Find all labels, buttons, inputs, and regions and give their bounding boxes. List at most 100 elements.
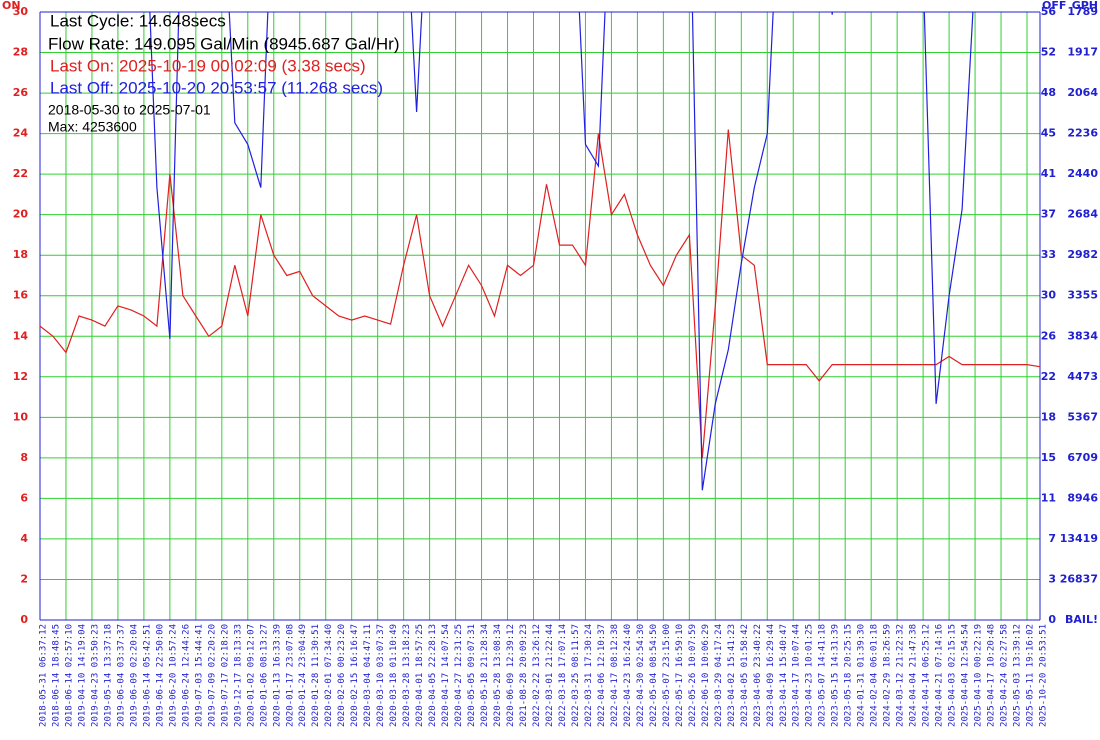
x-tick-label: 2022-03-01 21:22:44 (545, 624, 555, 727)
x-tick-label: 2024-04-04 21:47:38 (909, 624, 919, 727)
x-tick-label: 2023-03-29 04:17:24 (714, 624, 724, 727)
annotation: Last On: 2025-10-19 00:02:09 (3.38 secs) (50, 56, 366, 75)
y2-tick-label: 18 (1041, 410, 1056, 423)
y2-tick-label: 48 (1041, 86, 1056, 99)
y2-tick-label: 52 (1041, 46, 1056, 59)
x-tick-label: 2020-01-13 16:33:39 (272, 624, 282, 727)
x-tick-label: 2023-05-07 14:41:18 (818, 624, 828, 727)
y-tick-label: 22 (13, 167, 28, 180)
plot-area (40, 12, 1040, 491)
x-tick-label: 2020-04-27 12:31:25 (454, 624, 464, 727)
y3-tick-label: 3834 (1067, 329, 1098, 342)
y-tick-label: 8 (20, 451, 28, 464)
y3-tick-label: 2684 (1067, 208, 1098, 221)
x-tick-label: 2019-06-14 05:42:51 (142, 624, 152, 727)
y-tick-label: 30 (13, 5, 29, 18)
x-tick-label: 2020-02-06 00:23:20 (337, 624, 347, 727)
x-tick-label: 2024-04-14 06:25:12 (922, 624, 932, 727)
y2-tick-label: 26 (1041, 329, 1057, 342)
x-tick-label: 2022-03-31 17:30:24 (584, 624, 594, 727)
x-tick-label: 2024-01-31 01:39:30 (857, 624, 867, 727)
y3-axis-label: GPH (1072, 0, 1098, 12)
x-tick-label: 2019-07-03 15:44:41 (194, 624, 204, 727)
y3-tick-label: 6709 (1067, 451, 1098, 464)
x-tick-label: 2023-04-23 10:01:25 (805, 624, 815, 727)
x-tick-label: 2020-01-24 23:04:49 (298, 624, 308, 727)
y3-tick-label: 3355 (1067, 289, 1098, 302)
x-tick-label: 2023-04-14 15:40:47 (779, 624, 789, 727)
x-tick-label: 2020-02-15 16:16:47 (350, 624, 360, 727)
x-tick-label: 2022-05-07 23:15:00 (662, 624, 672, 727)
x-tick-label: 2025-05-11 19:16:02 (1026, 624, 1036, 727)
y-tick-label: 6 (20, 491, 28, 504)
y-tick-label: 10 (13, 410, 29, 423)
y-tick-label: 14 (13, 329, 29, 342)
x-tick-label: 2022-03-25 08:11:57 (571, 624, 581, 727)
x-tick-label: 2020-06-09 12:39:12 (506, 624, 516, 727)
x-tick-label: 2020-03-10 03:07:37 (376, 624, 386, 727)
x-tick-label: 2019-04-10 14:19:04 (77, 624, 87, 727)
y2-tick-label: 37 (1041, 208, 1056, 221)
x-tick-label: 2020-01-06 08:13:27 (259, 624, 269, 727)
y3-tick-label: 2440 (1067, 167, 1098, 180)
x-tick-label: 2019-07-09 02:20:20 (207, 624, 217, 727)
x-tick-label: 2019-06-04 03:37:37 (116, 624, 126, 727)
y2-tick-label: 11 (1041, 491, 1056, 504)
y-tick-label: 12 (13, 370, 28, 383)
x-tick-label: 2022-06-10 10:06:29 (701, 624, 711, 727)
y3-tick-label: BAIL! (1065, 613, 1098, 626)
x-tick-label: 2020-04-01 18:57:25 (415, 624, 425, 727)
x-tick-label: 2018-05-31 06:37:12 (39, 624, 49, 727)
x-tick-label: 2020-05-28 13:08:34 (493, 624, 503, 727)
y2-tick-label: 3 (1048, 572, 1056, 585)
y3-tick-label: 1789 (1067, 5, 1098, 18)
x-tick-label: 2020-02-01 07:34:40 (324, 624, 334, 727)
x-tick-label: 2020-01-17 23:07:08 (285, 624, 295, 727)
annotation: Flow Rate: 149.095 Gal/Min (8945.687 Gal… (48, 34, 400, 53)
x-tick-label: 2018-06-14 02:57:10 (64, 624, 74, 727)
x-tick-label: 2023-05-15 14:31:39 (831, 624, 841, 727)
y2-tick-label: 22 (1041, 370, 1056, 383)
y2-tick-label: 56 (1041, 5, 1057, 18)
y2-tick-label: 0 (1048, 613, 1056, 626)
y3-tick-label: 2064 (1067, 86, 1098, 99)
x-tick-label: 2022-04-06 12:10:37 (597, 624, 607, 727)
x-tick-label: 2025-04-17 10:20:48 (987, 624, 997, 727)
x-tick-label: 2023-04-05 01:58:42 (740, 624, 750, 727)
x-tick-label: 2020-03-18 01:10:49 (389, 624, 399, 727)
x-tick-label: 2020-04-05 22:28:13 (428, 624, 438, 727)
x-tick-label: 2023-05-18 20:25:15 (844, 624, 854, 727)
y2-tick-label: 41 (1041, 167, 1056, 180)
x-tick-label: 2024-04-21 07:14:16 (935, 624, 945, 727)
x-tick-label: 2020-03-28 13:18:23 (402, 624, 412, 727)
series-line (40, 129, 1040, 458)
x-tick-label: 2023-04-02 15:41:23 (727, 624, 737, 727)
x-tick-label: 2019-06-24 12:44:26 (181, 624, 191, 727)
y3-tick-label: 26837 (1060, 572, 1098, 585)
x-tick-label: 2022-05-04 08:54:50 (649, 624, 659, 727)
y-tick-label: 16 (13, 289, 29, 302)
x-tick-label: 2018-06-14 18:48:45 (51, 624, 61, 727)
x-tick-label: 2019-05-14 13:37:18 (103, 624, 113, 727)
x-tick-label: 2019-06-14 22:50:00 (155, 624, 165, 727)
annotation: Last Cycle: 14.648secs (50, 11, 226, 30)
y3-tick-label: 2236 (1067, 127, 1098, 140)
x-tick-label: 2022-05-26 10:07:59 (688, 624, 698, 727)
x-tick-label: 2024-02-04 06:01:18 (870, 624, 880, 727)
x-tick-label: 2020-04-17 14:07:54 (441, 624, 451, 727)
y-tick-label: 18 (13, 248, 28, 261)
y3-tick-label: 4473 (1067, 370, 1098, 383)
x-tick-label: 2024-03-12 21:22:32 (896, 624, 906, 727)
y2-tick-label: 33 (1041, 248, 1056, 261)
y-tick-label: 28 (13, 46, 28, 59)
x-tick-label: 2025-10-20 20:53:51 (1039, 624, 1049, 727)
y3-tick-label: 2982 (1067, 248, 1098, 261)
x-tick-label: 2023-04-17 10:07:44 (792, 624, 802, 727)
annotation: 2018-05-30 to 2025-07-01 (48, 102, 211, 118)
y2-tick-label: 45 (1041, 127, 1056, 140)
y2-tick-label: 30 (1041, 289, 1057, 302)
x-tick-label: 2023-04-09 16:29:44 (766, 624, 776, 727)
x-tick-label: 2022-02-22 13:26:12 (532, 624, 542, 727)
x-tick-label: 2025-04-03 02:15:15 (948, 624, 958, 727)
